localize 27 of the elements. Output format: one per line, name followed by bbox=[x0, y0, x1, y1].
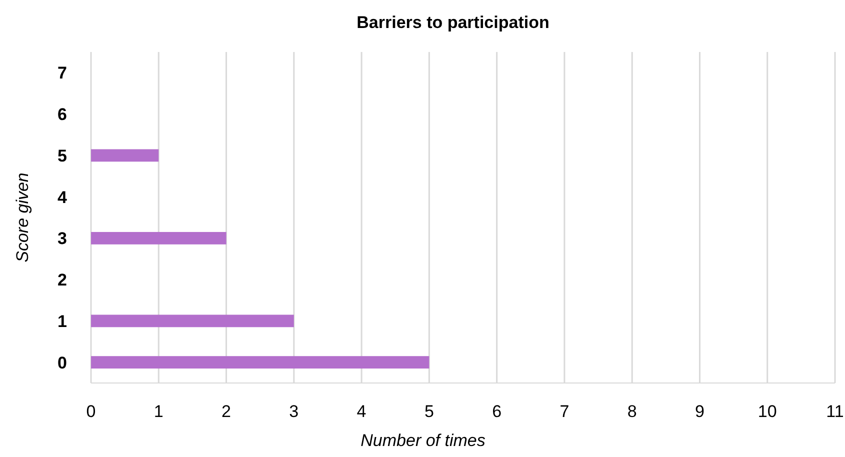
x-tick-label: 10 bbox=[758, 402, 777, 421]
x-tick-label: 4 bbox=[356, 402, 366, 421]
x-tick-label: 3 bbox=[289, 402, 299, 421]
y-tick-label: 5 bbox=[58, 146, 67, 166]
x-tick-label: 5 bbox=[424, 402, 434, 421]
bar bbox=[91, 314, 294, 328]
bar bbox=[91, 149, 159, 162]
x-axis-title: Number of times bbox=[360, 431, 486, 450]
x-tick-label: 0 bbox=[86, 402, 96, 421]
y-tick-label: 3 bbox=[58, 229, 67, 248]
y-tick-label: 2 bbox=[58, 270, 67, 290]
x-tick-label: 9 bbox=[694, 402, 704, 421]
y-tick-label: 1 bbox=[58, 312, 67, 331]
x-tick-label: 1 bbox=[154, 402, 164, 421]
y-tick-label: 7 bbox=[58, 64, 67, 83]
y-tick-label: 4 bbox=[58, 188, 68, 207]
y-tick-label: 6 bbox=[58, 105, 67, 124]
chart-title: Barriers to participation bbox=[356, 13, 550, 32]
x-tick-label: 7 bbox=[560, 402, 570, 421]
x-tick-label: 8 bbox=[627, 402, 637, 421]
x-tick-label: 2 bbox=[222, 402, 232, 421]
x-tick-label: 6 bbox=[492, 402, 502, 421]
bar bbox=[91, 232, 226, 244]
y-axis-title: Score given bbox=[13, 172, 32, 262]
x-tick-label: 11 bbox=[826, 402, 844, 421]
y-tick-label: 0 bbox=[58, 353, 67, 372]
bar bbox=[91, 356, 430, 369]
